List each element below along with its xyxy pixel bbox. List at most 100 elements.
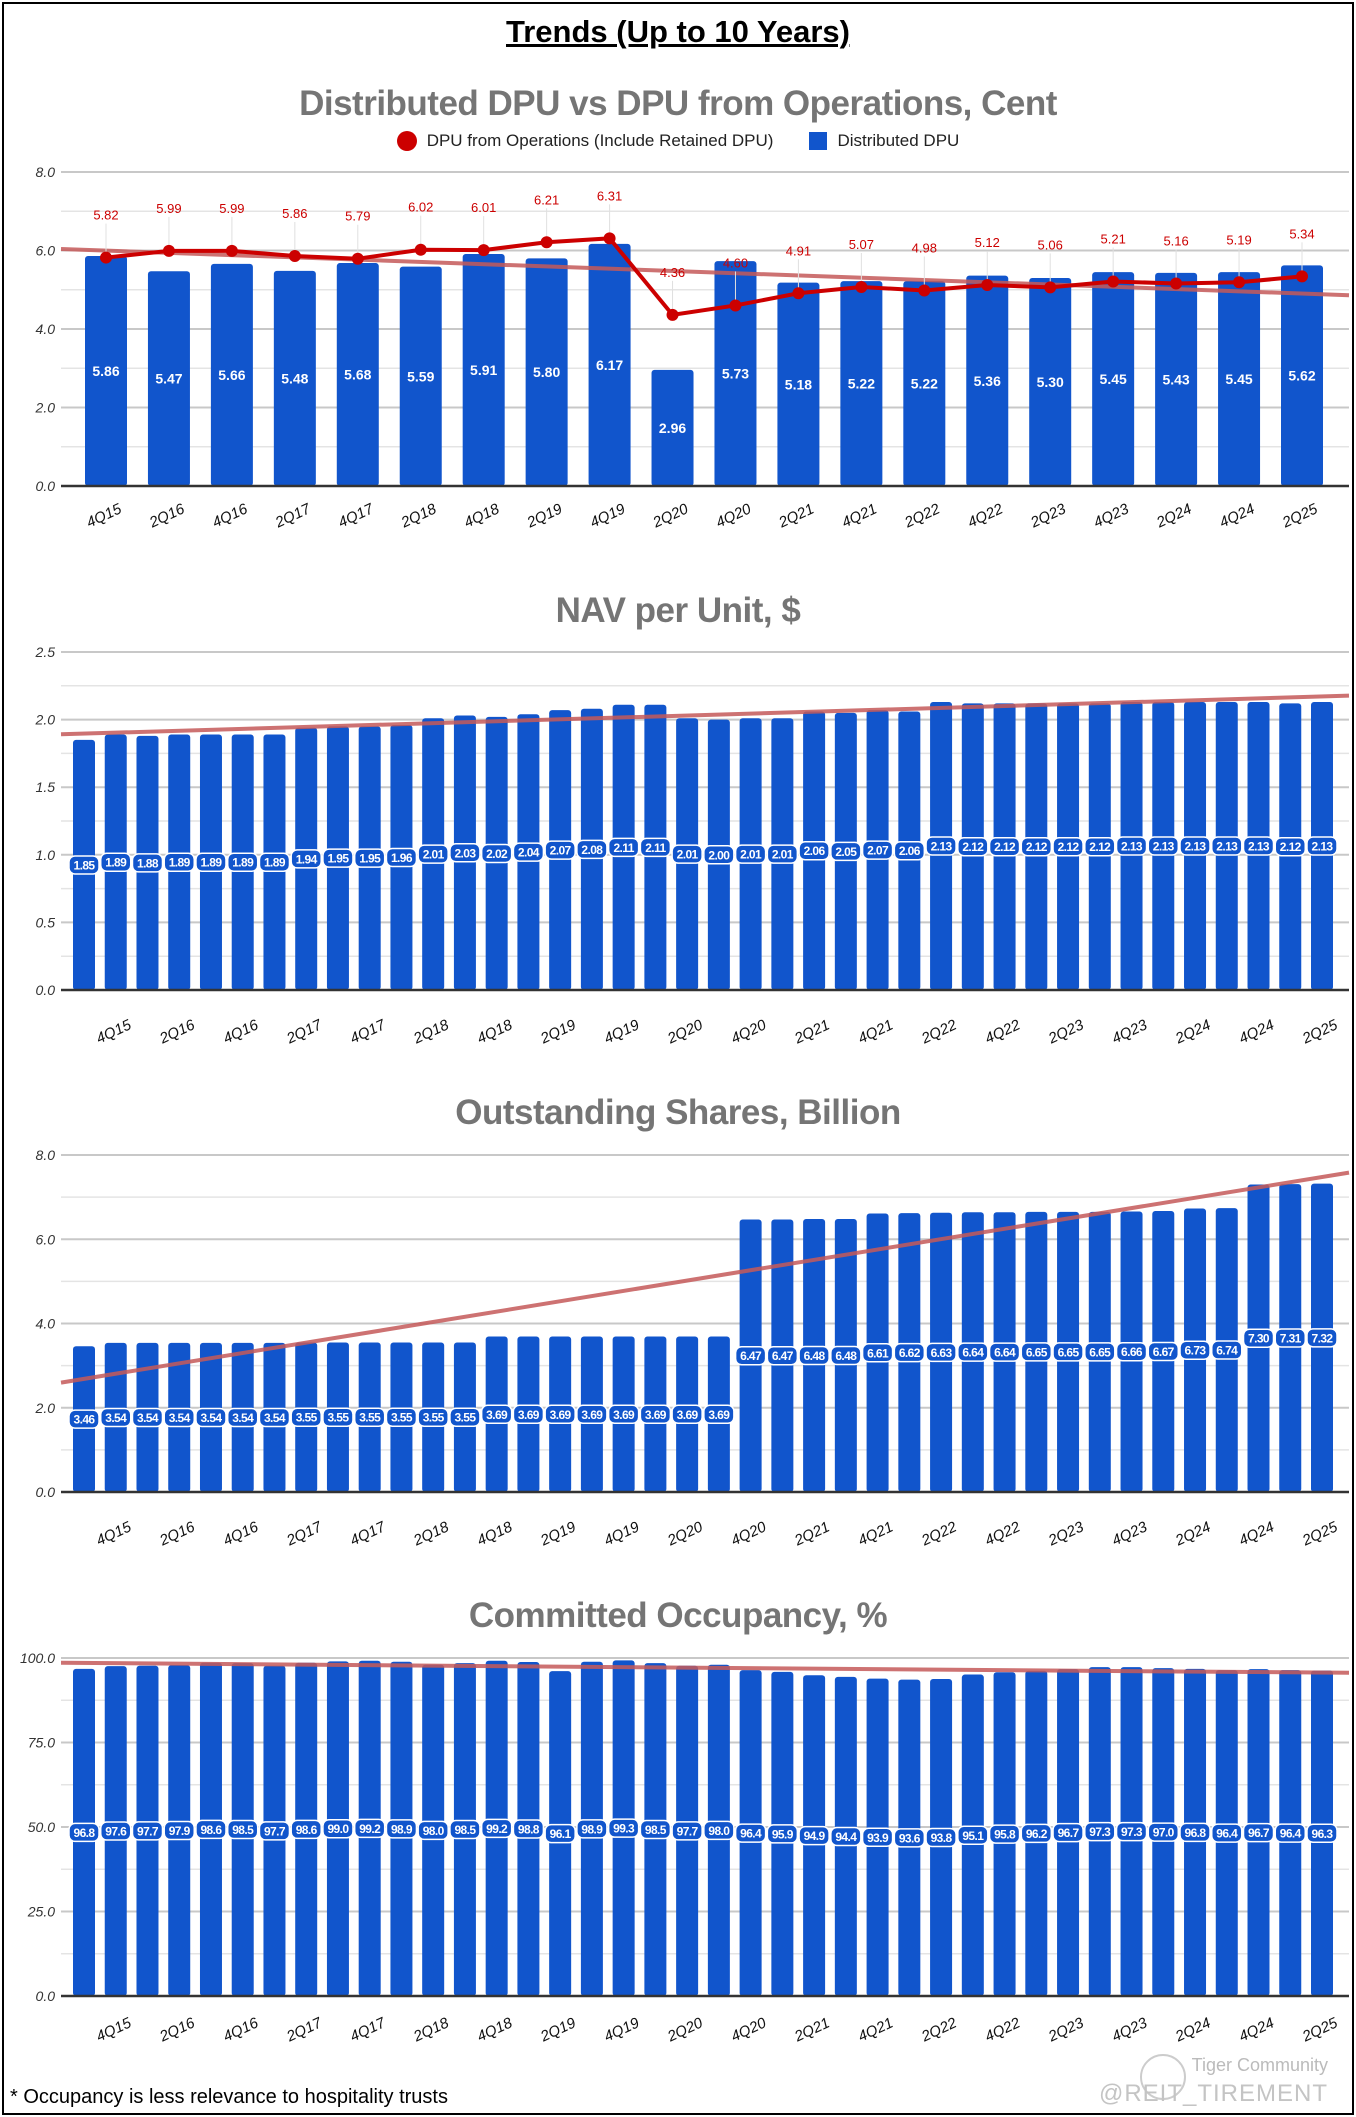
x-tick-label: 4Q15 <box>94 1016 135 1047</box>
bar-value-badge <box>1115 1821 1148 1842</box>
x-tick-label: 2Q19 <box>524 500 566 532</box>
bar-value-label: 94.4 <box>835 1830 857 1844</box>
bar-value-label: 6.73 <box>1185 1344 1207 1358</box>
x-tick-label: 4Q18 <box>475 1016 516 1047</box>
bar-value-label: 98.0 <box>423 1824 445 1838</box>
ops-dpu-label: 6.02 <box>408 200 433 215</box>
bar-value-badge <box>417 1820 449 1841</box>
x-tick-label: 2Q22 <box>918 1518 960 1550</box>
bar-value-badge <box>861 1827 894 1848</box>
x-tick-label: 4Q19 <box>602 1518 643 1549</box>
x-tick-label: 4Q19 <box>587 500 628 531</box>
x-tick-label: 4Q16 <box>221 1518 262 1549</box>
bar-value-badge <box>925 1827 957 1848</box>
x-tick-label: 4Q17 <box>348 2014 389 2045</box>
bar-value-label: 5.91 <box>470 362 497 378</box>
bar-value-label: 6.17 <box>596 357 623 373</box>
x-tick-label: 4Q15 <box>94 1518 135 1549</box>
bar-value-label: 5.18 <box>785 376 812 392</box>
bar-value-label: 3.54 <box>137 1411 159 1425</box>
bar-value-label: 3.54 <box>200 1411 222 1425</box>
bar-value-label: 98.5 <box>232 1823 254 1837</box>
bar-value-badge <box>131 1407 164 1428</box>
y-tick-label: 0.0 <box>36 1988 56 2004</box>
bar-value-label: 98.9 <box>391 1822 413 1836</box>
ops-dpu-label: 5.07 <box>849 237 874 252</box>
bar-value-badge <box>734 844 767 864</box>
bar-value-badge <box>766 844 799 864</box>
x-tick-label: 4Q20 <box>728 2014 769 2045</box>
ops-dpu-point <box>1107 275 1120 288</box>
bar-value-badge <box>925 836 957 856</box>
bar-value-label: 6.63 <box>931 1346 953 1360</box>
bar-value-badge <box>1115 1341 1148 1362</box>
trendline <box>60 693 1350 737</box>
bar-value-badge <box>988 836 1021 857</box>
x-tick-label: 2Q23 <box>1045 1016 1087 1048</box>
chart-title-nav: NAV per Unit, $ <box>555 591 801 630</box>
legend-bar-marker-icon <box>809 132 828 150</box>
ops-dpu-point <box>855 281 868 294</box>
bar-value-badge <box>322 1407 354 1427</box>
bar-value-label: 3.54 <box>232 1411 254 1425</box>
bar-value-label: 3.54 <box>105 1411 127 1425</box>
bar-value-label: 5.36 <box>974 373 1001 389</box>
bar-value-badge <box>290 849 322 869</box>
bar-value-label: 6.74 <box>1216 1344 1238 1358</box>
x-tick-label: 4Q18 <box>475 2014 516 2045</box>
bar-value-label: 96.3 <box>1312 1827 1334 1841</box>
bar-value-badge <box>449 1407 481 1427</box>
bar-value-badge <box>893 1342 926 1363</box>
x-tick-label: 2Q20 <box>664 2014 706 2046</box>
bar <box>1029 277 1072 486</box>
ops-dpu-point <box>477 244 490 257</box>
bar-value-label: 93.8 <box>931 1831 953 1845</box>
bar-value-label: 96.8 <box>74 1826 96 1840</box>
x-tick-label: 4Q20 <box>713 500 754 531</box>
bar-value-label: 3.55 <box>423 1411 445 1425</box>
x-tick-label: 2Q16 <box>156 1016 198 1048</box>
bar-value-badge <box>544 1823 576 1844</box>
bar-value-label: 1.89 <box>232 856 254 870</box>
bar-value-label: 6.64 <box>962 1346 984 1360</box>
x-tick-label: 2Q25 <box>1279 500 1321 532</box>
x-tick-label: 2Q19 <box>537 1518 579 1550</box>
bar-value-label: 3.69 <box>550 1408 572 1422</box>
bar-value-badge <box>480 1404 513 1425</box>
bar-value-label: 2.12 <box>962 840 984 854</box>
ops-dpu-label: 5.99 <box>156 201 181 216</box>
bar-value-label: 6.65 <box>1058 1345 1080 1359</box>
bar-value-label: 3.54 <box>264 1411 286 1425</box>
bar-value-badge <box>925 1342 957 1363</box>
bar-value-label: 3.54 <box>169 1411 191 1425</box>
bar-value-badge <box>1020 1823 1053 1844</box>
bar-value-label: 99.2 <box>486 1822 508 1836</box>
ops-dpu-point <box>540 236 553 249</box>
x-tick-label: 4Q22 <box>982 1016 1023 1047</box>
bar-value-label: 99.3 <box>613 1822 635 1836</box>
x-tick-label: 2Q25 <box>1299 2014 1341 2046</box>
bar-value-label: 2.11 <box>613 841 634 855</box>
bar-value-label: 1.96 <box>391 851 413 865</box>
bar-value-label: 2.07 <box>550 844 572 858</box>
bar-value-label: 96.4 <box>1280 1827 1302 1841</box>
bar-value-badge <box>1020 1342 1053 1362</box>
ops-dpu-line <box>105 236 1303 318</box>
bar-value-label: 2.13 <box>1216 840 1238 854</box>
bar-value-label: 6.62 <box>899 1346 921 1360</box>
x-tick-label: 4Q16 <box>221 2014 262 2045</box>
bar-value-badge <box>322 1818 354 1839</box>
bar-value-badge <box>1147 1822 1180 1842</box>
legend-line-marker-icon <box>396 131 417 151</box>
bar-value-badge <box>68 855 100 875</box>
bar-value-label: 5.22 <box>848 376 875 392</box>
bar-value-label: 96.7 <box>1248 1826 1270 1840</box>
bar-value-label: 96.4 <box>740 1827 762 1841</box>
ops-dpu-point <box>603 232 616 245</box>
bar-value-badge <box>258 1821 291 1841</box>
ops-dpu-point <box>792 287 805 300</box>
bar-value-badge <box>195 1819 227 1840</box>
bar-value-label: 2.11 <box>645 841 666 855</box>
x-tick-label: 4Q23 <box>1109 1518 1150 1549</box>
bar-value-badge <box>861 840 894 860</box>
